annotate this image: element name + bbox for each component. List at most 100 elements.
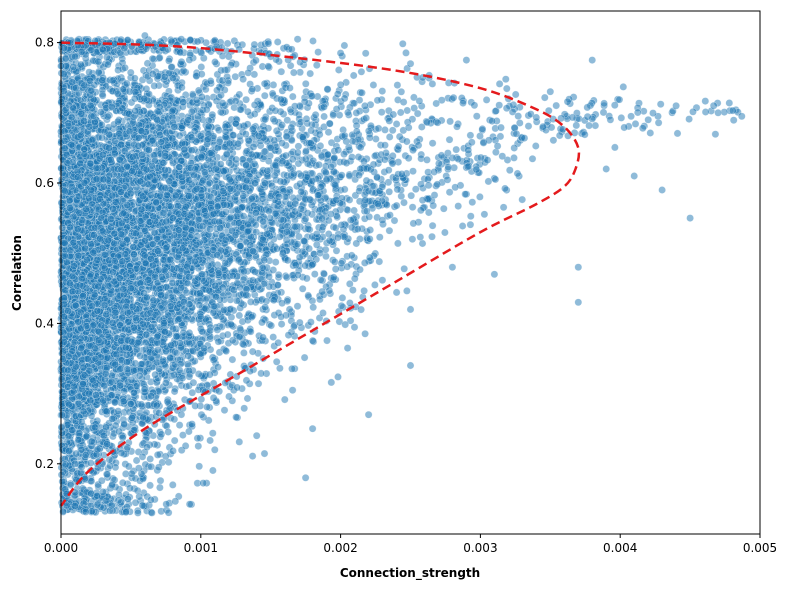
scatter-point <box>409 219 418 228</box>
scatter-point <box>240 349 248 357</box>
scatter-point <box>685 115 693 123</box>
scatter-point <box>437 96 446 105</box>
scatter-point <box>570 129 579 137</box>
scatter-point <box>257 369 265 378</box>
scatter-point <box>170 436 179 445</box>
scatter-point <box>302 274 311 283</box>
scatter-point <box>288 92 297 101</box>
scatter-point <box>309 37 317 45</box>
scatter-point <box>321 168 330 177</box>
scatter-point <box>478 125 487 133</box>
scatter-point <box>502 84 511 93</box>
scatter-point <box>331 180 339 189</box>
scatter-point <box>206 436 214 445</box>
scatter-point <box>276 364 284 373</box>
scatter-point <box>495 80 504 88</box>
scatter-point <box>445 188 454 197</box>
scatter-point <box>280 395 289 404</box>
scatter-point <box>306 69 315 78</box>
scatter-point <box>540 93 549 102</box>
scatter-point <box>374 124 383 133</box>
scatter-point <box>362 176 371 185</box>
scatter-point <box>293 302 302 311</box>
scatter-point <box>242 376 251 385</box>
scatter-point <box>449 93 458 102</box>
scatter-point <box>365 235 374 243</box>
scatter-point <box>320 112 328 121</box>
scatter-point <box>240 267 248 276</box>
scatter-point <box>378 87 387 95</box>
scatter-point <box>146 481 154 490</box>
scatter-point <box>443 175 452 184</box>
scatter-point <box>220 406 229 415</box>
scatter-point <box>393 185 402 194</box>
scatter-point <box>170 387 179 396</box>
scatter-point <box>303 159 312 168</box>
scatter-point <box>729 116 738 125</box>
scatter-point <box>153 451 162 459</box>
scatter-point <box>701 108 710 116</box>
scatter-point <box>461 190 470 199</box>
scatter-point <box>403 106 412 115</box>
scatter-point <box>491 175 500 184</box>
scatter-point <box>631 120 640 128</box>
scatter-point <box>250 110 259 118</box>
scatter-point <box>240 404 249 413</box>
scatter-point <box>156 476 165 485</box>
scatter-point <box>468 198 477 207</box>
scatter-point <box>274 338 283 347</box>
scatter-point <box>397 87 406 96</box>
scatter-point <box>323 336 331 345</box>
scatter-point <box>350 206 358 215</box>
scatter-point <box>195 462 204 471</box>
scatter-point <box>400 264 409 273</box>
scatter-point <box>402 49 410 57</box>
scatter-point <box>301 79 310 88</box>
scatter-point <box>319 309 327 317</box>
scatter-point <box>428 232 436 241</box>
scatter-point <box>501 184 509 193</box>
scatter-point <box>418 239 427 248</box>
scatter-point <box>385 133 394 141</box>
scatter-point <box>432 99 441 108</box>
scatter-point <box>312 61 321 70</box>
scatter-point <box>388 126 397 135</box>
scatter-point <box>531 142 540 150</box>
scatter-point <box>288 386 297 395</box>
scatter-point <box>452 145 461 154</box>
scatter-point <box>611 143 619 152</box>
scatter-point <box>310 270 319 278</box>
scatter-point <box>439 204 448 213</box>
scatter-point <box>454 202 463 210</box>
scatter-point <box>118 433 127 442</box>
scatter-point <box>264 62 273 71</box>
scatter-point <box>340 41 349 50</box>
scatter-point <box>445 135 454 144</box>
scatter-point <box>385 117 394 125</box>
scatter-point <box>466 212 475 221</box>
points-layer <box>57 31 746 517</box>
scatter-point <box>357 305 365 314</box>
scatter-point <box>243 394 252 403</box>
scatter-point <box>476 193 484 201</box>
scatter-point <box>375 233 384 242</box>
scatter-point <box>124 462 133 471</box>
scatter-point <box>269 81 278 89</box>
scatter-point <box>709 101 718 110</box>
scatter-point <box>345 280 354 288</box>
scatter-point <box>235 311 244 320</box>
scatter-point <box>197 70 206 78</box>
scatter-point <box>231 72 240 81</box>
scatter-point <box>377 108 386 117</box>
scatter-point <box>314 48 322 56</box>
scatter-point <box>338 294 347 302</box>
scatter-point <box>331 265 340 273</box>
scatter-point <box>197 395 206 404</box>
scatter-point <box>646 129 655 137</box>
scatter-point <box>209 466 217 475</box>
scatter-point <box>615 95 624 104</box>
scatter-point <box>272 357 281 366</box>
scatter-point <box>361 329 369 338</box>
scatter-point <box>269 333 278 341</box>
